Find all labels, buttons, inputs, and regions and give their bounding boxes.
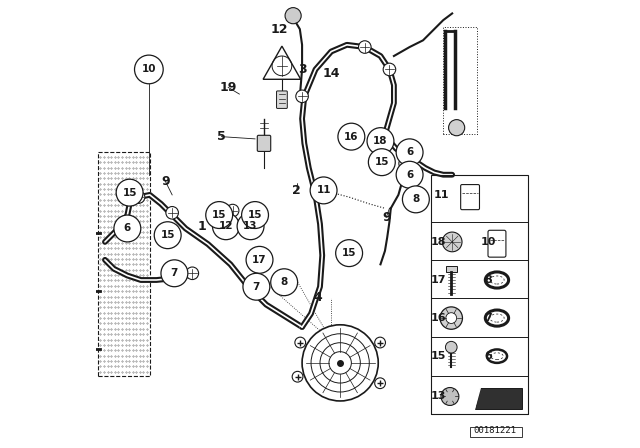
Text: 7: 7 — [253, 282, 260, 292]
Circle shape — [310, 177, 337, 204]
Text: 15: 15 — [212, 210, 227, 220]
Text: 5: 5 — [217, 130, 226, 143]
Text: 19: 19 — [220, 81, 237, 94]
Text: 17: 17 — [252, 255, 267, 265]
Text: 4: 4 — [314, 291, 322, 305]
Text: 6: 6 — [484, 351, 492, 361]
Circle shape — [285, 8, 301, 24]
Text: 15: 15 — [161, 230, 175, 240]
Circle shape — [212, 213, 239, 240]
Circle shape — [134, 55, 163, 84]
Text: 15: 15 — [374, 157, 389, 167]
Circle shape — [358, 41, 371, 53]
FancyBboxPatch shape — [488, 230, 506, 257]
Text: 12: 12 — [219, 221, 233, 231]
Text: 15: 15 — [248, 210, 262, 220]
Text: 16: 16 — [344, 132, 358, 142]
Text: 00181221: 00181221 — [473, 426, 516, 435]
Circle shape — [441, 388, 459, 405]
Circle shape — [166, 207, 179, 219]
Text: 13: 13 — [243, 221, 258, 231]
Circle shape — [440, 307, 463, 329]
Text: 15: 15 — [342, 248, 356, 258]
Circle shape — [399, 157, 412, 170]
Text: 8: 8 — [484, 275, 492, 285]
Text: 14: 14 — [323, 67, 340, 81]
Text: 18: 18 — [373, 136, 388, 146]
Text: 10: 10 — [141, 65, 156, 74]
Text: 15: 15 — [431, 351, 447, 361]
Circle shape — [442, 232, 462, 252]
Circle shape — [446, 313, 457, 323]
Text: 16: 16 — [431, 313, 447, 323]
Text: 6: 6 — [124, 224, 131, 233]
Circle shape — [374, 378, 385, 388]
Circle shape — [403, 186, 429, 213]
Text: 8: 8 — [412, 194, 419, 204]
Text: 7: 7 — [484, 313, 492, 323]
Circle shape — [396, 161, 423, 188]
Circle shape — [186, 267, 198, 280]
Text: 11: 11 — [433, 190, 449, 200]
Circle shape — [369, 149, 396, 176]
Circle shape — [271, 269, 298, 296]
Text: 9: 9 — [382, 211, 390, 224]
Text: 12: 12 — [271, 22, 289, 36]
Circle shape — [249, 215, 261, 228]
Circle shape — [237, 213, 264, 240]
Circle shape — [246, 246, 273, 273]
Text: 2: 2 — [292, 184, 301, 197]
Circle shape — [336, 240, 362, 267]
Text: 6: 6 — [406, 147, 413, 157]
Circle shape — [302, 325, 378, 401]
Text: 10: 10 — [480, 237, 496, 247]
Circle shape — [243, 273, 270, 300]
Text: 6: 6 — [406, 170, 413, 180]
Text: 3: 3 — [298, 63, 307, 76]
Circle shape — [132, 191, 145, 203]
Text: 8: 8 — [280, 277, 288, 287]
Circle shape — [224, 215, 237, 228]
Text: 1: 1 — [198, 220, 207, 233]
Text: 7: 7 — [171, 268, 178, 278]
Circle shape — [124, 222, 136, 235]
Circle shape — [374, 135, 387, 147]
FancyBboxPatch shape — [446, 266, 457, 272]
Circle shape — [116, 179, 143, 206]
Circle shape — [242, 202, 269, 228]
Text: 17: 17 — [431, 275, 447, 285]
Circle shape — [338, 123, 365, 150]
Circle shape — [449, 120, 465, 136]
Text: 9: 9 — [161, 175, 170, 188]
Circle shape — [206, 202, 233, 228]
Circle shape — [383, 63, 396, 76]
Circle shape — [367, 128, 394, 155]
Circle shape — [292, 371, 303, 382]
Circle shape — [227, 204, 239, 217]
Circle shape — [114, 215, 141, 242]
Text: 11: 11 — [316, 185, 331, 195]
FancyBboxPatch shape — [257, 135, 271, 151]
Circle shape — [374, 337, 385, 348]
Text: 13: 13 — [431, 392, 447, 401]
Circle shape — [296, 90, 308, 103]
Circle shape — [161, 260, 188, 287]
Text: 18: 18 — [431, 237, 447, 247]
Circle shape — [445, 341, 457, 353]
Text: 15: 15 — [122, 188, 137, 198]
Polygon shape — [475, 388, 522, 409]
FancyBboxPatch shape — [276, 91, 287, 108]
Circle shape — [295, 337, 306, 348]
Circle shape — [154, 222, 181, 249]
FancyBboxPatch shape — [461, 185, 479, 210]
Circle shape — [396, 139, 423, 166]
